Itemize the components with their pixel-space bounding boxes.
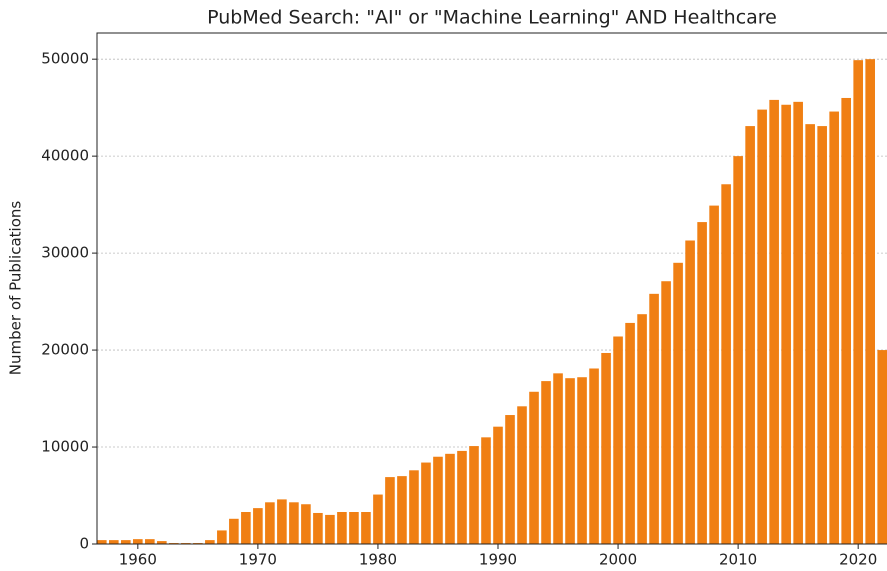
- bar: [793, 101, 803, 544]
- y-tick-label: 10000: [41, 438, 89, 456]
- y-tick-label: 40000: [41, 147, 89, 165]
- x-tick-label: 2020: [839, 551, 877, 569]
- bar: [373, 494, 383, 544]
- bar: [625, 322, 635, 544]
- x-tick-label: 1970: [239, 551, 277, 569]
- bar: [445, 453, 455, 544]
- y-axis-label: Number of Publications: [7, 201, 25, 376]
- bar: [253, 508, 263, 544]
- plot-frame: [96, 32, 887, 545]
- bar: [277, 499, 287, 544]
- bar: [145, 539, 155, 544]
- bar: [601, 352, 611, 544]
- bar: [529, 391, 539, 544]
- bar: [565, 378, 575, 544]
- bar: [745, 126, 755, 544]
- bar: [553, 373, 563, 544]
- bar: [577, 377, 587, 544]
- y-tick-label: 30000: [41, 244, 89, 262]
- x-tick-label: 1990: [479, 551, 517, 569]
- bar: [313, 512, 323, 544]
- bar: [613, 336, 623, 544]
- bar: [589, 368, 599, 544]
- bar: [409, 470, 419, 544]
- bar: [301, 504, 311, 544]
- bar: [97, 540, 107, 544]
- bar: [673, 262, 683, 544]
- bar: [721, 184, 731, 544]
- bar: [709, 205, 719, 544]
- bar: [757, 109, 767, 544]
- bar: [493, 426, 503, 544]
- bar: [157, 541, 167, 544]
- bar: [241, 512, 251, 544]
- bar: [385, 477, 395, 544]
- bar: [349, 512, 359, 544]
- bar: [421, 462, 431, 544]
- bar: [457, 450, 467, 544]
- bar: [217, 530, 227, 544]
- bar: [637, 314, 647, 544]
- bar: [121, 540, 131, 544]
- y-tick-label: 20000: [41, 341, 89, 359]
- bar: [433, 456, 443, 544]
- bar: [481, 437, 491, 544]
- bar: [469, 446, 479, 544]
- bar: [877, 350, 887, 544]
- chart-title: PubMed Search: "AI" or "Machine Learning…: [207, 7, 777, 29]
- x-tick-label: 1980: [359, 551, 397, 569]
- x-tick-label: 1960: [119, 551, 157, 569]
- bar: [817, 126, 827, 544]
- bar: [289, 502, 299, 544]
- bar: [685, 240, 695, 544]
- bar: [205, 540, 215, 544]
- bar: [505, 415, 515, 544]
- bar: [805, 124, 815, 544]
- bar: [841, 97, 851, 544]
- y-tick-label: 50000: [41, 50, 89, 68]
- bar: [361, 512, 371, 544]
- bar: [517, 406, 527, 544]
- bar: [769, 99, 779, 544]
- bar: [337, 512, 347, 544]
- bar: [853, 60, 863, 544]
- bar: [865, 59, 875, 544]
- bar: [265, 502, 275, 544]
- bar: [109, 540, 119, 544]
- x-tick-label: 2000: [599, 551, 637, 569]
- bar: [733, 156, 743, 544]
- y-tick-label: 0: [79, 535, 89, 553]
- bar: [397, 476, 407, 544]
- bar: [133, 539, 143, 544]
- bar: [229, 518, 239, 544]
- bar: [649, 293, 659, 544]
- bar: [829, 111, 839, 544]
- bar: [781, 104, 791, 544]
- bar: [541, 381, 551, 544]
- x-tick-label: 2010: [719, 551, 757, 569]
- bar: [325, 514, 335, 544]
- bar: [661, 281, 671, 544]
- bar: [697, 222, 707, 544]
